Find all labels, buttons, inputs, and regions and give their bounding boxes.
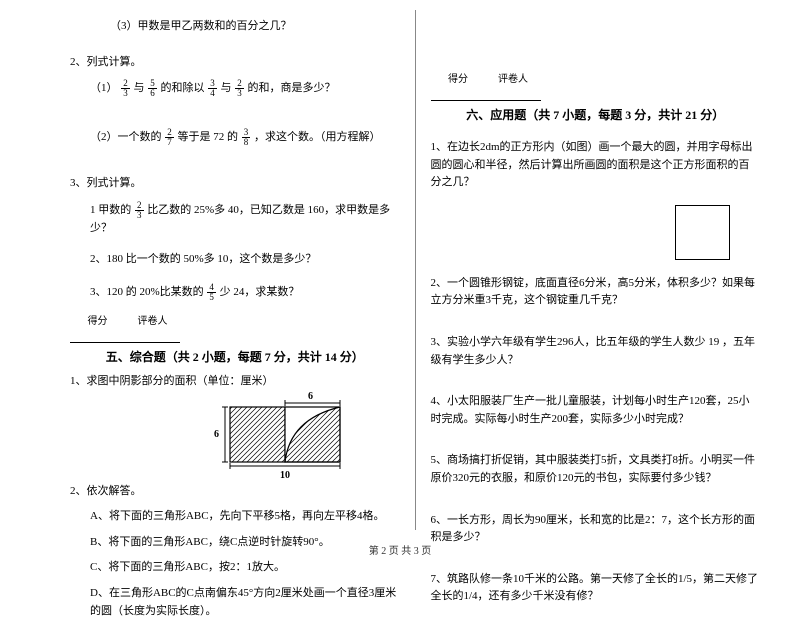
fraction: 23: [135, 201, 144, 220]
figure-svg: [220, 399, 360, 469]
score-table: 得分 评卷人: [431, 70, 541, 101]
sec6-q3: 3、实验小学六年级有学生296人，比五年级的学生人数少 19 ，五年级有学生多少…: [431, 334, 761, 369]
sec6-q1-wrap: 1、在边长2dm的正方形内（如图）画一个最大的圆，并用字母标出圆的圆心和半径，然…: [431, 131, 761, 265]
fraction: 45: [207, 283, 216, 302]
q3-1: 1 甲数的 23 比乙数的 25%多 40，已知乙数是 160，求甲数是多少？: [70, 201, 400, 238]
reviewer-col: 评卷人: [125, 312, 180, 343]
fraction: 38: [242, 128, 251, 147]
text: 的和除以: [161, 82, 205, 94]
fraction: 34: [208, 79, 217, 98]
shape-figure: 6 6 10: [220, 399, 360, 469]
score-col: 得分: [431, 70, 486, 101]
reviewer-cell: [486, 87, 541, 101]
reviewer-hdr: 评卷人: [125, 312, 180, 329]
sec5-q1: 1、求图中阴影部分的面积（单位：厘米）: [70, 373, 400, 391]
sec6-q4: 4、小太阳服装厂生产一批儿童服装，计划每小时生产120套，25小时完成。实际每小…: [431, 393, 761, 428]
sec5-q2a: A、将下面的三角形ABC，先向下平移5格，再向左平移4格。: [70, 508, 400, 526]
sec6-q5: 5、商场搞打折促销，其中服装类打5折，文具类打8折。小明买一件原价320元的衣服…: [431, 452, 761, 487]
text: 等于是 72 的: [178, 131, 239, 143]
score-col: 得分: [70, 312, 125, 343]
section-6-title: 六、应用题（共 7 小题，每题 3 分，共计 21 分）: [431, 106, 761, 123]
fraction: 56: [148, 79, 157, 98]
text: 少 24，求某数？: [220, 286, 300, 298]
fig-label-top: 6: [308, 391, 313, 402]
text: （1）: [90, 82, 118, 94]
q3-3: 3、120 的 20%比某数的 45 少 24，求某数？: [70, 283, 400, 302]
fig-label-left: 6: [214, 429, 219, 440]
text: 3、120 的 20%比某数的: [90, 286, 204, 298]
sec5-q2: 2、依次解答。: [70, 483, 400, 501]
text: ，求这个数。（用方程解）: [254, 131, 381, 143]
fig-label-bottom: 10: [280, 470, 290, 481]
score-hdr: 得分: [431, 70, 486, 87]
q2-1: （1） 23 与 56 的和除以 34 与 23 的和，商是多少？: [70, 79, 400, 98]
square-figure: [675, 205, 730, 260]
sec5-q2c: C、将下面的三角形ABC，按2：1放大。: [70, 559, 400, 577]
score-hdr: 得分: [70, 312, 125, 329]
fraction: 27: [165, 128, 174, 147]
fraction: 23: [121, 79, 130, 98]
text: 1 甲数的: [90, 204, 131, 216]
q2-title: 2、列式计算。: [70, 54, 400, 72]
text: 与: [134, 82, 145, 94]
page-footer: 第 2 页 共 3 页: [0, 542, 800, 557]
q1-3: （3）甲数是甲乙两数和的百分之几？: [70, 18, 400, 36]
reviewer-cell: [125, 329, 180, 343]
q2-2: （2）一个数的 27 等于是 72 的 38 ，求这个数。（用方程解）: [70, 128, 400, 147]
page-content: （3）甲数是甲乙两数和的百分之几？ 2、列式计算。 （1） 23 与 56 的和…: [0, 0, 800, 530]
fraction: 23: [235, 79, 244, 98]
reviewer-col: 评卷人: [486, 70, 541, 101]
sec5-q2d: D、在三角形ABC的C点南偏东45°方向2厘米处画一个直径3厘米的圆（长度为实际…: [70, 585, 400, 620]
column-left: （3）甲数是甲乙两数和的百分之几？ 2、列式计算。 （1） 23 与 56 的和…: [60, 10, 416, 530]
spacer: [431, 10, 761, 60]
text: 与: [221, 82, 232, 94]
score-cell: [431, 87, 486, 101]
reviewer-hdr: 评卷人: [486, 70, 541, 87]
sec6-q1: 1、在边长2dm的正方形内（如图）画一个最大的圆，并用字母标出圆的圆心和半径，然…: [431, 139, 761, 192]
q3-title: 3、列式计算。: [70, 175, 400, 193]
column-right: 得分 评卷人 六、应用题（共 7 小题，每题 3 分，共计 21 分） 1、在边…: [416, 10, 771, 530]
sec6-q2: 2、一个圆锥形钢锭，底面直径6分米，高5分米，体积多少？如果每立方分米重3千克，…: [431, 275, 761, 310]
text: 的和，商是多少？: [248, 82, 336, 94]
q3-2: 2、180 比一个数的 50%多 10，这个数是多少？: [70, 251, 400, 269]
score-table: 得分 评卷人: [70, 312, 180, 343]
sec6-q7: 7、筑路队修一条10千米的公路。第一天修了全长的1/5，第二天修了全长的1/4，…: [431, 571, 761, 606]
score-cell: [70, 329, 125, 343]
text: （2）一个数的: [90, 131, 162, 143]
section-5-title: 五、综合题（共 2 小题，每题 7 分，共计 14 分）: [70, 348, 400, 365]
